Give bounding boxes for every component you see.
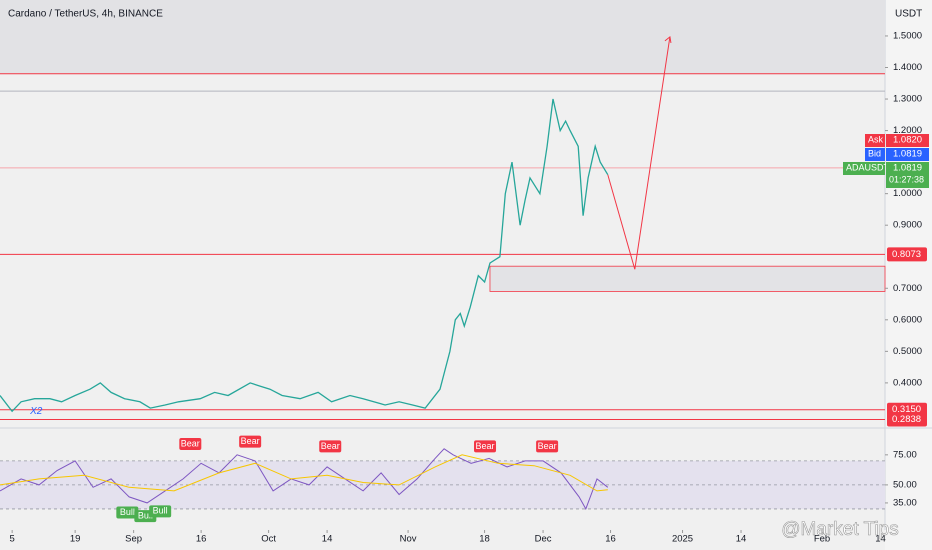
signal-box bbox=[474, 440, 497, 453]
rsi-ma bbox=[0, 454, 608, 492]
price-line bbox=[0, 98, 609, 413]
chart-title: Cardano / TetherUS, 4h, BINANCE bbox=[8, 9, 163, 20]
tag-name: Ask bbox=[868, 134, 884, 144]
signal-label: Bear bbox=[321, 441, 340, 451]
signal-box bbox=[116, 506, 139, 519]
tag-value-box bbox=[886, 162, 929, 188]
x-tick-label: 2025 bbox=[672, 534, 693, 545]
x-tick-label: 16 bbox=[605, 534, 616, 545]
x-tick-label: 19 bbox=[70, 534, 81, 545]
price-scale bbox=[885, 0, 932, 550]
tag-name: ADAUSDT bbox=[846, 162, 890, 172]
tag-name-box bbox=[865, 148, 885, 161]
y-tick-label: 0.6000 bbox=[893, 314, 922, 325]
y-tick-label: 1.3000 bbox=[893, 94, 922, 105]
x-tick-label: 16 bbox=[196, 534, 207, 545]
signal-label: Bear bbox=[181, 438, 200, 448]
signal-label: Bull bbox=[138, 511, 153, 521]
x-tick-label: Oct bbox=[261, 534, 276, 545]
signal-label: Bear bbox=[241, 436, 260, 446]
x-tick-label: 14 bbox=[875, 534, 886, 545]
x-tick-label: 5 bbox=[9, 534, 14, 545]
x-tick-label: 18 bbox=[479, 534, 490, 545]
y-tick-label: 0.9000 bbox=[893, 220, 922, 231]
level-tag bbox=[887, 247, 927, 262]
x-tick-label: Feb bbox=[814, 534, 830, 545]
y-tick-label: 0.4000 bbox=[893, 377, 922, 388]
x-tick-label: Dec bbox=[535, 534, 552, 545]
signal-box bbox=[179, 438, 202, 451]
currency: USDT bbox=[895, 9, 922, 20]
y-tick-label: 1.2000 bbox=[893, 125, 922, 136]
x-tick-label: 14 bbox=[322, 534, 333, 545]
rsi-line bbox=[0, 448, 609, 511]
y-tick-label: 0.5000 bbox=[893, 346, 922, 357]
y-tick-label: 35.00 bbox=[893, 497, 917, 508]
arrow-head bbox=[664, 35, 672, 43]
tag-name-box bbox=[843, 162, 885, 175]
annotation: X2 bbox=[29, 406, 43, 417]
level-label: 0.3150 bbox=[892, 404, 921, 415]
signal-box bbox=[319, 440, 342, 453]
signal-label: Bear bbox=[476, 441, 495, 451]
y-tick-label: 0.7000 bbox=[893, 283, 922, 294]
upper-zone bbox=[0, 0, 885, 74]
y-tick-label: 50.00 bbox=[893, 479, 917, 490]
tag-name: Bid bbox=[868, 148, 881, 158]
tag-value: 1.0819 bbox=[893, 149, 922, 160]
signal-box bbox=[536, 440, 559, 453]
y-tick-label: 1.5000 bbox=[893, 30, 922, 41]
level-label: 0.8073 bbox=[892, 249, 921, 260]
watermark: @Market Tips bbox=[781, 519, 898, 540]
level-label: 0.2838 bbox=[892, 414, 921, 425]
y-tick-label: 1.4000 bbox=[893, 62, 922, 73]
signal-box bbox=[239, 435, 262, 448]
signal-label: Bull bbox=[153, 506, 168, 516]
rsi-band bbox=[0, 460, 885, 509]
signal-label: Bear bbox=[538, 441, 557, 451]
tag-value: 1.0819 bbox=[893, 163, 922, 174]
level-tag bbox=[887, 412, 927, 427]
tag-value-box bbox=[886, 134, 929, 147]
y-tick-label: 1.0000 bbox=[893, 188, 922, 199]
x-tick-label: Sep bbox=[125, 534, 142, 545]
tag-value-box bbox=[886, 148, 929, 161]
y-tick-label: 75.00 bbox=[893, 449, 917, 460]
projection-arrow bbox=[607, 36, 671, 270]
tag-name-box bbox=[865, 134, 885, 147]
signal-box bbox=[149, 505, 172, 518]
support-zone bbox=[489, 265, 886, 292]
tag-value: 1.0820 bbox=[893, 135, 922, 146]
x-tick-label: 14 bbox=[736, 534, 747, 545]
x-tick-label: Nov bbox=[400, 534, 417, 545]
signal-label: Bull bbox=[120, 507, 135, 517]
tag-countdown: 01:27:38 bbox=[889, 174, 924, 184]
